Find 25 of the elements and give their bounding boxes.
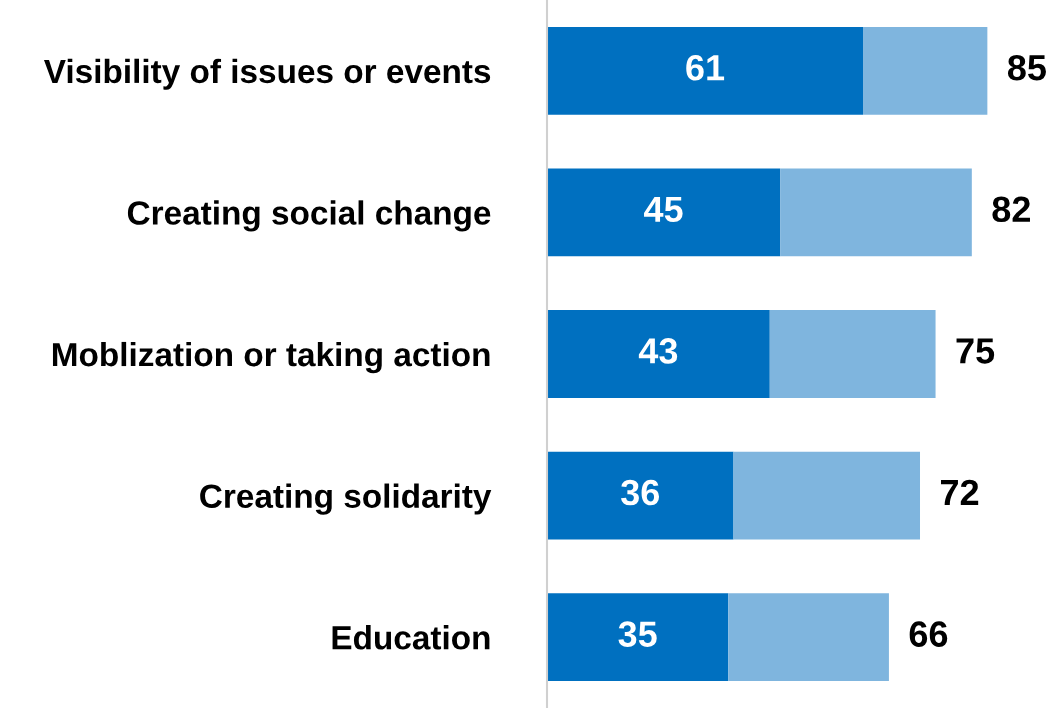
y-tick-label: Moblization or taking action xyxy=(52,341,490,374)
data-label: 36 xyxy=(621,479,660,506)
y-tick-label: Education xyxy=(332,625,490,650)
total-label: 75 xyxy=(956,338,995,364)
bar xyxy=(728,593,889,682)
data-label: 35 xyxy=(618,621,657,647)
bar xyxy=(547,168,781,257)
data-label: 45 xyxy=(644,196,683,223)
y-tick-label: Creating solidarity xyxy=(200,483,492,515)
y-tick-label: Creating social change xyxy=(127,200,491,232)
bar xyxy=(547,451,734,540)
data-label: 61 xyxy=(686,54,725,81)
bar xyxy=(780,168,972,257)
total-label: 85 xyxy=(1007,54,1046,81)
bar xyxy=(547,310,770,398)
total-label: 72 xyxy=(941,479,979,505)
bar xyxy=(547,26,864,115)
total-label: 66 xyxy=(909,621,948,647)
total-label: 82 xyxy=(992,196,1030,223)
bar xyxy=(863,26,988,115)
bar xyxy=(769,310,936,398)
y-tick-label: Visibility of issues or events xyxy=(43,58,491,90)
data-label: 43 xyxy=(638,338,678,364)
bar xyxy=(733,451,921,540)
bar xyxy=(547,593,729,682)
